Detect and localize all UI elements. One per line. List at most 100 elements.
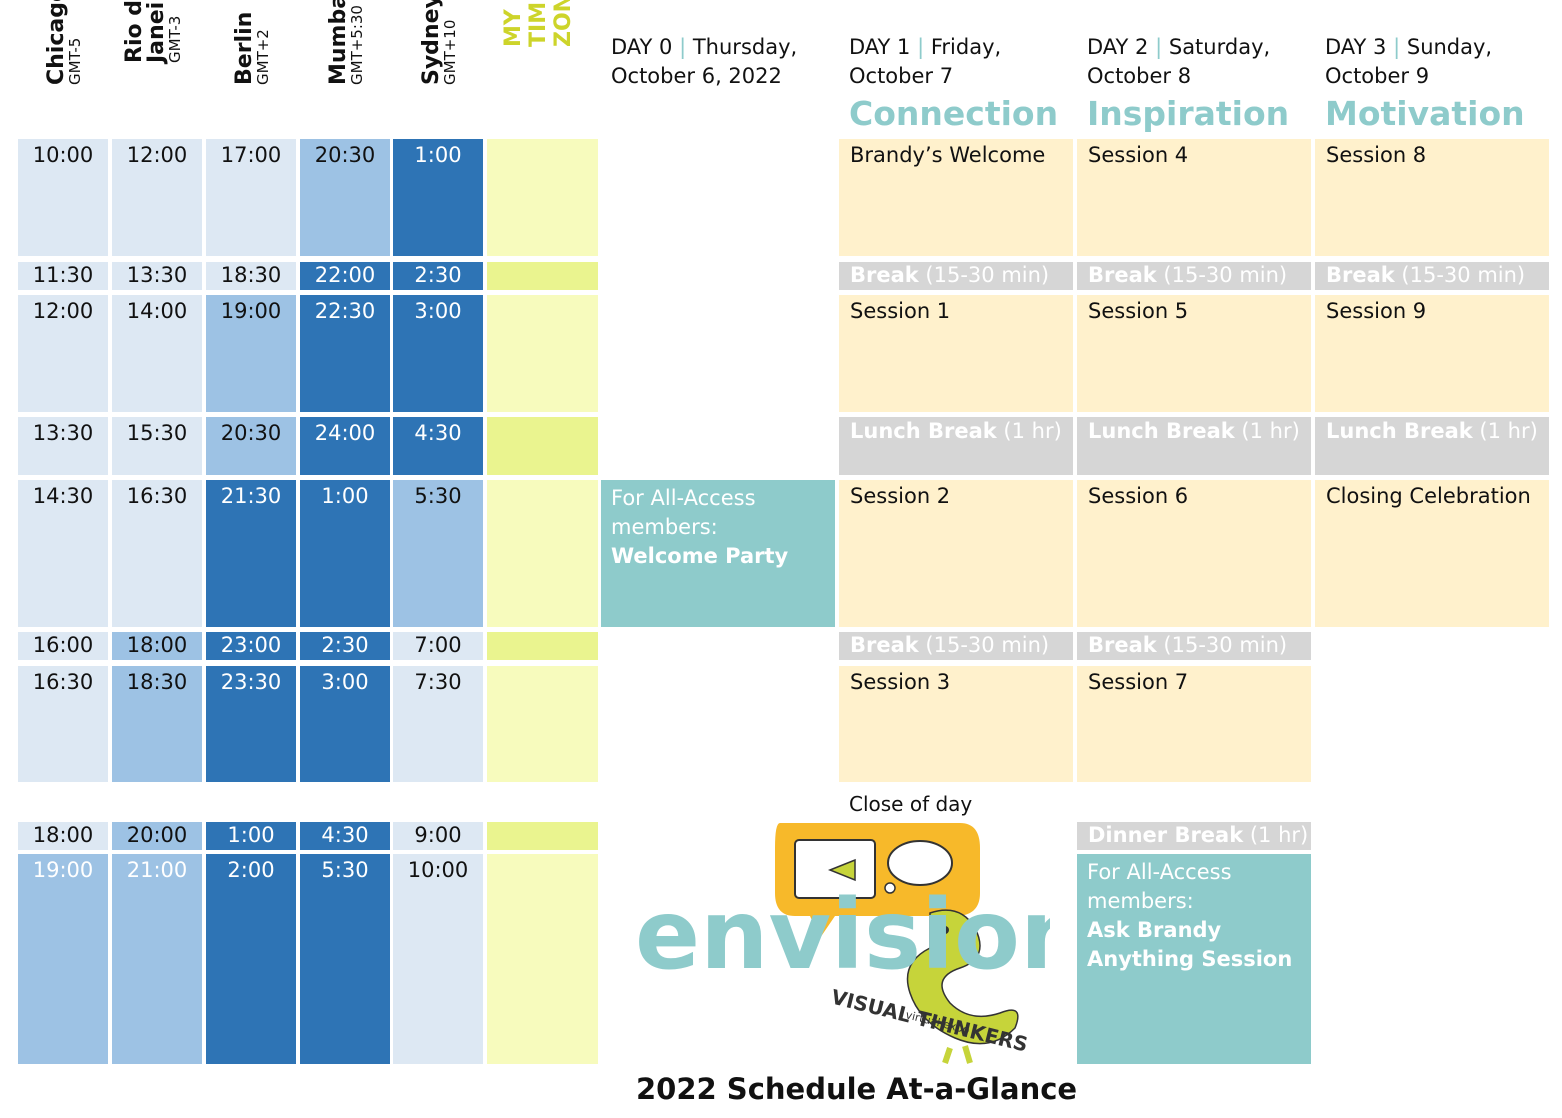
tz-gmt: GMT-3 — [166, 15, 184, 63]
break-duration: (15-30 min) — [918, 633, 1050, 657]
teal-bold: Welcome Party — [611, 544, 789, 568]
my-time-zone-cell[interactable] — [487, 417, 598, 475]
teal-bold: Ask Brandy — [1087, 918, 1222, 942]
my-time-zone-cell[interactable] — [487, 295, 598, 412]
time-cell: 20:30 — [206, 417, 296, 475]
break-duration: (1 hr) — [1472, 419, 1538, 443]
tz-header-sydney: Sydney GMT+10 — [393, 0, 483, 122]
time-cell: 18:00 — [112, 632, 202, 660]
time-cell: 17:00 — [206, 139, 296, 256]
theme-day-3: Motivation — [1325, 94, 1525, 133]
close-of-day: Close of day — [849, 792, 973, 816]
day-label: DAY 0 — [611, 35, 673, 59]
teal-bold: Anything Session — [1087, 947, 1293, 971]
break-label: Break — [850, 633, 919, 657]
tz-gmt: GMT+10 — [441, 19, 459, 85]
time-cell: 5:30 — [300, 854, 390, 1064]
logo-word: envision — [635, 879, 1050, 991]
envision-logo: envision VISUAL THINKERS virtual expo — [635, 823, 1050, 1064]
day-label: DAY 2 — [1087, 35, 1149, 59]
my-time-zone-cell[interactable] — [487, 822, 598, 850]
break-label: Lunch Break — [850, 419, 997, 443]
time-cell: 2:30 — [393, 262, 483, 290]
my-zone-line: ZONE — [551, 0, 576, 47]
session-block[interactable]: Session 5 — [1077, 295, 1311, 412]
my-zone-line: MY — [501, 9, 526, 47]
time-cell: 23:00 — [206, 632, 296, 660]
break-label: Break — [850, 263, 919, 287]
day-label: DAY 3 — [1325, 35, 1387, 59]
tz-name-2: Janeiro — [144, 0, 169, 63]
session-block[interactable]: Session 9 — [1315, 295, 1549, 412]
footer-title: 2022 Schedule At-a-Glance — [636, 1072, 1078, 1106]
time-cell: 21:30 — [206, 480, 296, 627]
time-cell: 1:00 — [300, 480, 390, 627]
tz-name: Sydney — [419, 0, 444, 85]
theme-day-2: Inspiration — [1087, 94, 1290, 133]
my-time-zone-cell[interactable] — [487, 139, 598, 256]
session-block[interactable]: Session 7 — [1077, 666, 1311, 782]
session-block[interactable]: Session 3 — [839, 666, 1073, 782]
break-label: Break — [1088, 263, 1157, 287]
day-header-2: DAY 2 | Saturday, October 8 — [1087, 33, 1270, 91]
time-cell: 18:00 — [18, 822, 108, 850]
break-block: Break (15-30 min) — [1077, 262, 1311, 290]
break-label: Lunch Break — [1326, 419, 1473, 443]
my-time-zone-cell[interactable] — [487, 480, 598, 627]
break-duration: (1 hr) — [1243, 823, 1309, 847]
break-duration: (15-30 min) — [1394, 263, 1526, 287]
time-cell: 16:30 — [18, 666, 108, 782]
time-cell: 16:00 — [18, 632, 108, 660]
day-date: Thursday, — [692, 35, 798, 59]
time-cell: 7:30 — [393, 666, 483, 782]
day-sep: | — [917, 35, 925, 59]
time-cell: 11:30 — [18, 262, 108, 290]
time-cell: 19:00 — [18, 854, 108, 1064]
time-cell: 22:30 — [300, 295, 390, 412]
teal-line: members: — [611, 515, 718, 539]
time-cell: 13:30 — [18, 417, 108, 475]
tz-header-mumbai: Mumbai GMT+5:30 — [300, 0, 390, 122]
session-block[interactable]: Session 1 — [839, 295, 1073, 412]
session-block[interactable]: Session 2 — [839, 480, 1073, 627]
my-time-zone-cell[interactable] — [487, 666, 598, 782]
session-block[interactable]: Brandy’s Welcome — [839, 139, 1073, 256]
time-cell: 7:00 — [393, 632, 483, 660]
day-header-3: DAY 3 | Sunday, October 9 — [1325, 33, 1492, 91]
my-time-zone-cell[interactable] — [487, 262, 598, 290]
tz-header-my-time-zone: MY TIME ZONE — [487, 0, 597, 122]
time-cell: 5:30 — [393, 480, 483, 627]
session-block[interactable]: Session 6 — [1077, 480, 1311, 627]
tz-gmt: GMT+5:30 — [348, 5, 366, 85]
time-cell: 15:30 — [112, 417, 202, 475]
time-cell: 14:30 — [18, 480, 108, 627]
time-cell: 12:00 — [112, 139, 202, 256]
break-label: Break — [1326, 263, 1395, 287]
day-label: DAY 1 — [849, 35, 911, 59]
time-cell: 3:00 — [393, 295, 483, 412]
tz-header-rio: Rio de Janeiro GMT-3 — [112, 0, 202, 122]
my-time-zone-cell[interactable] — [487, 854, 598, 1064]
day-date-2: October 9 — [1325, 64, 1430, 88]
day-date: Sunday, — [1406, 35, 1493, 59]
time-cell: 21:00 — [112, 854, 202, 1064]
tz-name: Mumbai — [326, 0, 351, 85]
day-date: Friday, — [930, 35, 1002, 59]
break-duration: (1 hr) — [1234, 419, 1300, 443]
my-time-zone-cell[interactable] — [487, 632, 598, 660]
session-block[interactable]: Session 4 — [1077, 139, 1311, 256]
welcome-party-event[interactable]: For All-Access members: Welcome Party — [601, 480, 835, 627]
ask-brandy-session[interactable]: For All-Access members: Ask Brandy Anyth… — [1077, 854, 1311, 1064]
time-cell: 20:00 — [112, 822, 202, 850]
day-header-0: DAY 0 | Thursday, October 6, 2022 — [611, 33, 797, 91]
time-cell: 14:00 — [112, 295, 202, 412]
session-block[interactable]: Session 8 — [1315, 139, 1549, 256]
day-sep: | — [1393, 35, 1401, 59]
tz-name: Rio de — [122, 0, 147, 63]
time-cell: 12:00 — [18, 295, 108, 412]
tz-name: Berlin — [232, 11, 257, 85]
tz-header-chicago: Chicago GMT-5 — [18, 0, 108, 122]
day-date-2: October 7 — [849, 64, 954, 88]
teal-line: For All-Access — [1087, 860, 1232, 884]
session-block[interactable]: Closing Celebration — [1315, 480, 1549, 627]
